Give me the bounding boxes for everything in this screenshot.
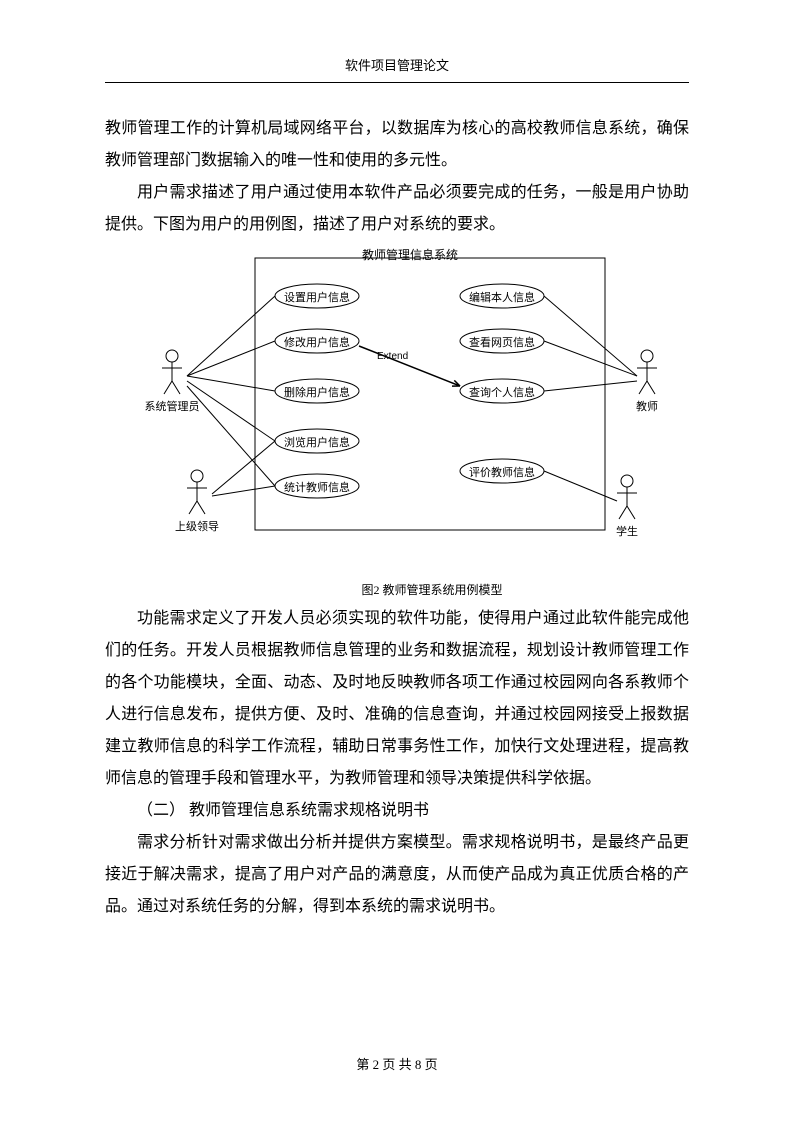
usecase-diagram: 教师管理信息系统 设置用户信息修改用户信息删除用户信息浏览用户信息统计教师信息 编… (117, 246, 677, 576)
paragraph-1: 教师管理工作的计算机局域网络平台，以数据库为核心的高校教师信息系统，确保教师管理… (105, 113, 689, 177)
figure-caption: 图2 教师管理系统用例模型 (105, 581, 689, 598)
usecase-uc4: 浏览用户信息 (282, 434, 352, 450)
content-area: 教师管理工作的计算机局域网络平台，以数据库为核心的高校教师信息系统，确保教师管理… (0, 83, 794, 923)
usecase-uc9: 评价教师信息 (467, 464, 537, 480)
actor-a2: 上级领导 (167, 518, 227, 534)
usecase-uc3: 删除用户信息 (282, 384, 352, 400)
paragraph-5: 需求分析针对需求做出分析并提供方案模型。需求规格说明书，是最终产品更接近于解决需… (105, 827, 689, 923)
page-header: 软件项目管理论文 (105, 0, 689, 83)
paragraph-3: 功能需求定义了开发人员必须实现的软件功能，使得用户通过此软件能完成他们的任务。开… (105, 603, 689, 795)
paragraph-4: （二） 教师管理信息系统需求规格说明书 (105, 795, 689, 827)
usecase-uc8: 查询个人信息 (467, 384, 537, 400)
extend-label: Extend (377, 351, 408, 362)
usecase-uc1: 设置用户信息 (282, 289, 352, 305)
usecase-uc5: 统计教师信息 (282, 479, 352, 495)
usecase-uc2: 修改用户信息 (282, 334, 352, 350)
actor-a3: 教师 (617, 398, 677, 414)
usecase-uc7: 查看网页信息 (467, 334, 537, 350)
usecase-uc6: 编辑本人信息 (467, 289, 537, 305)
actor-a4: 学生 (597, 523, 657, 539)
system-boundary-title: 教师管理信息系统 (362, 246, 458, 263)
actor-a1: 系统管理员 (142, 398, 202, 414)
paragraph-2: 用户需求描述了用户通过使用本软件产品必须要完成的任务，一般是用户协助提供。下图为… (105, 177, 689, 241)
page-footer: 第 2 页 共 8 页 (0, 1054, 794, 1073)
